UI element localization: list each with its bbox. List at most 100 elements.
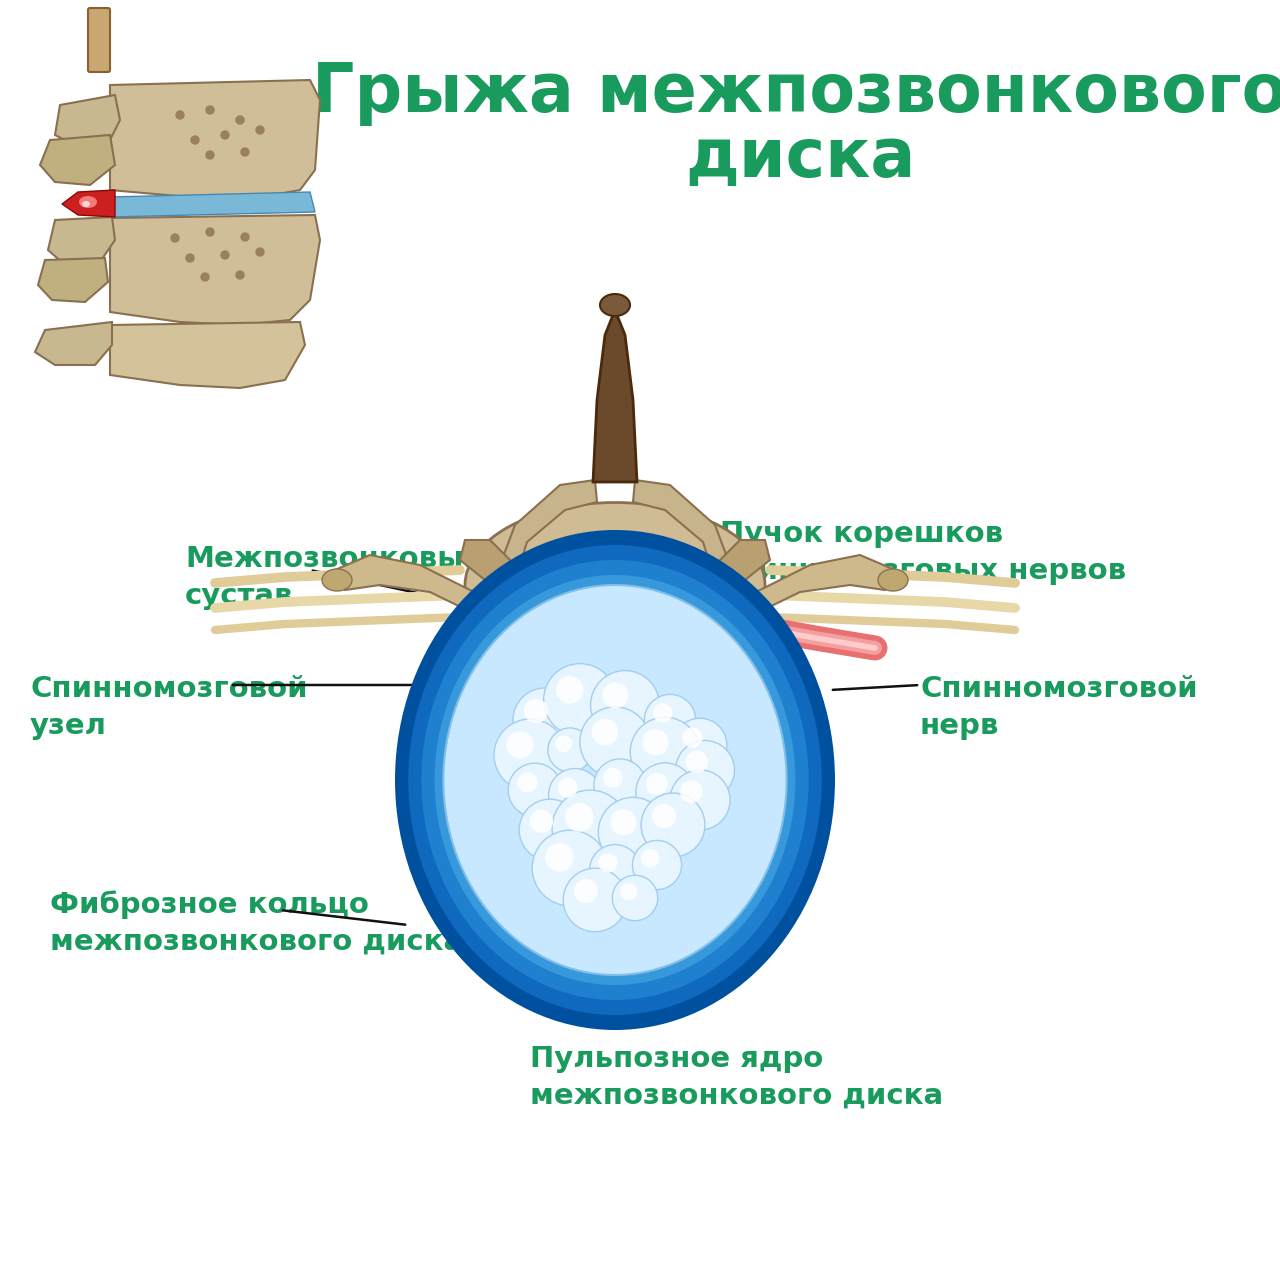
Circle shape	[256, 125, 264, 134]
Polygon shape	[110, 192, 315, 218]
Circle shape	[530, 810, 553, 833]
Circle shape	[603, 682, 628, 708]
Polygon shape	[110, 215, 320, 325]
Circle shape	[186, 253, 195, 262]
Polygon shape	[675, 585, 755, 655]
Ellipse shape	[878, 570, 908, 591]
Circle shape	[241, 233, 250, 241]
Circle shape	[620, 883, 637, 900]
Circle shape	[172, 234, 179, 242]
Circle shape	[236, 271, 244, 279]
Ellipse shape	[474, 620, 755, 940]
Circle shape	[256, 248, 264, 256]
Circle shape	[520, 799, 581, 861]
Text: Грыжа межпозвонкового: Грыжа межпозвонкового	[312, 60, 1280, 125]
Circle shape	[686, 750, 708, 773]
Circle shape	[241, 148, 250, 156]
Ellipse shape	[448, 590, 782, 970]
Ellipse shape	[465, 503, 765, 667]
Ellipse shape	[600, 294, 630, 316]
Circle shape	[532, 831, 608, 906]
Circle shape	[549, 768, 602, 822]
Polygon shape	[460, 540, 525, 591]
Circle shape	[598, 854, 617, 873]
Circle shape	[517, 772, 538, 792]
Circle shape	[611, 809, 636, 836]
Circle shape	[598, 797, 668, 867]
Polygon shape	[454, 588, 564, 648]
Circle shape	[680, 780, 703, 803]
Ellipse shape	[421, 561, 809, 1000]
Ellipse shape	[79, 196, 97, 207]
Polygon shape	[634, 480, 745, 612]
Circle shape	[573, 879, 598, 904]
Circle shape	[632, 841, 681, 890]
Ellipse shape	[506, 530, 724, 640]
Circle shape	[682, 727, 703, 748]
Polygon shape	[61, 189, 115, 218]
Polygon shape	[49, 218, 115, 265]
Ellipse shape	[323, 570, 352, 591]
Circle shape	[221, 251, 229, 259]
Polygon shape	[593, 310, 637, 483]
Ellipse shape	[488, 635, 742, 925]
Circle shape	[507, 731, 534, 759]
Ellipse shape	[408, 545, 822, 1015]
Circle shape	[564, 803, 594, 832]
Circle shape	[206, 228, 214, 236]
Polygon shape	[485, 480, 596, 612]
Circle shape	[201, 273, 209, 282]
Text: Межпозвонковый
сустав: Межпозвонковый сустав	[186, 545, 484, 609]
Circle shape	[641, 794, 705, 856]
Circle shape	[548, 728, 593, 772]
Circle shape	[669, 771, 730, 829]
Ellipse shape	[443, 585, 787, 975]
Ellipse shape	[82, 201, 90, 207]
Circle shape	[221, 131, 229, 140]
Text: Пульпозное ядро
межпозвонкового диска: Пульпозное ядро межпозвонкового диска	[530, 1044, 943, 1110]
Ellipse shape	[497, 605, 532, 630]
Polygon shape	[110, 79, 320, 200]
Circle shape	[653, 703, 672, 723]
Circle shape	[556, 736, 572, 753]
Polygon shape	[110, 323, 305, 388]
Circle shape	[206, 151, 214, 159]
Circle shape	[630, 717, 700, 787]
Circle shape	[191, 136, 198, 143]
Ellipse shape	[500, 650, 730, 910]
Text: Спинномозговой
нерв: Спинномозговой нерв	[920, 675, 1198, 740]
Circle shape	[652, 804, 676, 828]
Polygon shape	[750, 556, 895, 614]
Polygon shape	[35, 323, 113, 365]
Text: диска: диска	[685, 125, 915, 191]
Polygon shape	[475, 585, 556, 655]
Circle shape	[552, 790, 628, 867]
Circle shape	[494, 719, 566, 791]
Circle shape	[603, 768, 622, 787]
Circle shape	[636, 763, 694, 822]
Circle shape	[590, 671, 659, 740]
Circle shape	[524, 699, 548, 723]
Circle shape	[644, 694, 695, 746]
Polygon shape	[55, 95, 120, 145]
Circle shape	[513, 687, 577, 753]
Circle shape	[544, 663, 617, 736]
Polygon shape	[335, 556, 480, 614]
Circle shape	[206, 106, 214, 114]
Circle shape	[643, 730, 668, 755]
Polygon shape	[40, 134, 115, 186]
Ellipse shape	[461, 605, 769, 955]
Circle shape	[591, 719, 618, 745]
Circle shape	[580, 707, 650, 777]
Circle shape	[590, 845, 640, 896]
Circle shape	[558, 777, 577, 797]
Circle shape	[563, 868, 627, 932]
FancyBboxPatch shape	[88, 8, 110, 72]
Polygon shape	[38, 259, 108, 302]
Circle shape	[177, 111, 184, 119]
Ellipse shape	[396, 530, 835, 1030]
Circle shape	[545, 844, 573, 872]
Text: Пучок корешков
спинномозговых нервов: Пучок корешков спинномозговых нервов	[719, 520, 1126, 585]
Circle shape	[594, 759, 646, 812]
Circle shape	[236, 116, 244, 124]
